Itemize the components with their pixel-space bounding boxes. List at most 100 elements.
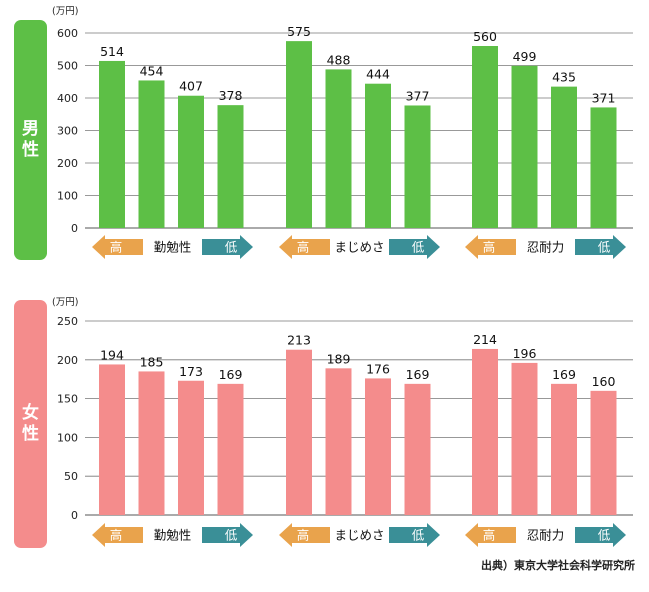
male-bar (217, 105, 244, 228)
male-unit-label: (万円) (52, 6, 78, 17)
male-high-arrow (279, 235, 330, 259)
male-bar (365, 83, 391, 228)
female-value-label: 196 (513, 346, 537, 361)
male-trait-label: 忍耐力 (527, 240, 565, 255)
male-bar (325, 69, 352, 229)
female-bar (99, 364, 125, 515)
male-ytick-label: 400 (57, 92, 78, 105)
female-low-label: 低 (412, 528, 425, 543)
male-value-label: 435 (552, 70, 576, 85)
male-high-label: 高 (483, 240, 496, 255)
male-value-label: 454 (140, 63, 164, 78)
male-bar (178, 95, 204, 228)
female-label-char-2: 性 (22, 424, 39, 444)
male-low-label: 低 (412, 240, 425, 255)
female-value-label: 176 (366, 361, 390, 376)
female-low-arrow (202, 523, 253, 547)
male-ytick-label: 200 (57, 157, 78, 170)
male-ytick-label: 500 (57, 60, 78, 73)
male-bar (472, 46, 498, 228)
male-high-arrow (92, 235, 143, 259)
female-bar (511, 362, 538, 515)
male-low-arrow (389, 235, 440, 259)
male-trait-label: まじめさ (334, 240, 384, 255)
male-value-label: 499 (513, 49, 537, 64)
female-high-arrow (92, 523, 143, 547)
male-ytick-label: 600 (57, 27, 78, 40)
female-value-label: 185 (140, 354, 164, 369)
male-bar (286, 41, 312, 228)
female-bar (404, 383, 431, 515)
female-bar (325, 368, 352, 515)
source-note: 出典）東京大学社会科学研究所 (481, 559, 635, 572)
female-value-label: 160 (592, 374, 616, 389)
male-low-label: 低 (598, 240, 611, 255)
female-high-arrow (465, 523, 516, 547)
female-bar (178, 380, 204, 515)
male-value-label: 444 (366, 67, 390, 82)
female-bar (551, 383, 577, 515)
female-value-label: 213 (287, 333, 311, 348)
male-ytick-label: 300 (57, 125, 78, 138)
female-ytick-label: 250 (57, 315, 78, 328)
male-value-label: 575 (287, 24, 311, 39)
female-low-label: 低 (225, 528, 238, 543)
female-value-label: 189 (327, 351, 351, 366)
male-value-label: 378 (219, 88, 243, 103)
female-panel-label: 女 性 (14, 300, 47, 548)
male-bar (511, 65, 538, 228)
female-value-label: 173 (179, 364, 203, 379)
male-high-arrow (465, 235, 516, 259)
male-high-label: 高 (297, 240, 310, 255)
male-value-label: 371 (592, 90, 616, 105)
female-bar (472, 348, 498, 515)
female-bar (286, 349, 312, 515)
male-bar (99, 60, 125, 229)
male-low-arrow (575, 235, 626, 259)
male-trait-label: 勤勉性 (154, 240, 192, 255)
female-value-label: 214 (473, 332, 497, 347)
female-trait-label: 勤勉性 (154, 528, 192, 543)
male-label-char-2: 性 (22, 140, 39, 160)
female-trait-label: 忍耐力 (527, 528, 565, 543)
female-trait-label: まじめさ (334, 528, 384, 543)
male-value-label: 560 (473, 29, 497, 44)
female-high-label: 高 (297, 528, 310, 543)
female-value-label: 169 (406, 367, 430, 382)
female-high-label: 高 (483, 528, 496, 543)
female-unit-label: (万円) (52, 297, 78, 308)
male-low-arrow (202, 235, 253, 259)
female-bar (365, 378, 391, 515)
female-bar (138, 371, 165, 515)
male-bar (551, 86, 577, 228)
female-ytick-label: 0 (71, 509, 78, 522)
male-low-label: 低 (225, 240, 238, 255)
male-value-label: 377 (406, 88, 430, 103)
female-value-label: 169 (552, 367, 576, 382)
female-low-arrow (389, 523, 440, 547)
male-value-label: 488 (327, 52, 351, 67)
male-bar (590, 107, 617, 228)
female-high-arrow (279, 523, 330, 547)
female-ytick-label: 200 (57, 354, 78, 367)
male-panel-label: 男 性 (14, 20, 47, 260)
female-low-arrow (575, 523, 626, 547)
female-bar (590, 390, 617, 515)
male-label-char-1: 男 (22, 119, 39, 139)
male-ytick-label: 0 (71, 222, 78, 235)
male-value-label: 514 (100, 44, 124, 59)
female-ytick-label: 100 (57, 431, 78, 444)
female-bar (217, 383, 244, 515)
female-ytick-label: 50 (64, 470, 78, 483)
male-bar (138, 80, 165, 228)
male-ytick-label: 100 (57, 190, 78, 203)
female-ytick-label: 150 (57, 393, 78, 406)
male-bar (404, 105, 431, 228)
female-label-char-1: 女 (22, 403, 39, 423)
female-low-label: 低 (598, 528, 611, 543)
female-value-label: 169 (219, 367, 243, 382)
female-value-label: 194 (100, 347, 124, 362)
male-high-label: 高 (110, 240, 123, 255)
female-high-label: 高 (110, 528, 123, 543)
